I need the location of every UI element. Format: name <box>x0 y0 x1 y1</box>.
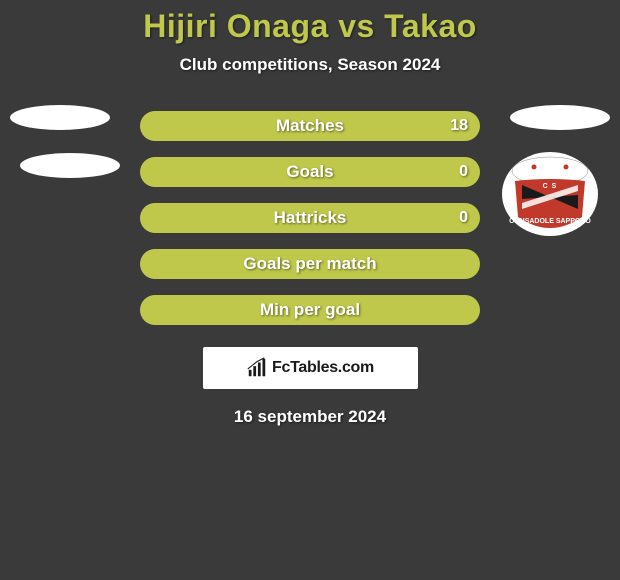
stat-bar-goals-per-match: Goals per match <box>140 249 480 279</box>
brand-link[interactable]: FcTables.com <box>203 347 418 389</box>
stat-right-value: 18 <box>450 111 468 141</box>
stat-label: Matches <box>140 111 480 141</box>
stats-area: CONSADOLE SAPPORO C S Matches 18 Goals 0 <box>0 103 620 333</box>
date-label: 16 september 2024 <box>0 407 620 427</box>
widget-root: Hijiri Onaga vs Takao Club competitions,… <box>0 0 620 580</box>
stat-right-value: 0 <box>459 203 468 233</box>
stat-bar-hattricks: Hattricks 0 <box>140 203 480 233</box>
stat-row: Min per goal <box>0 287 620 333</box>
stat-row: Goals 0 <box>0 149 620 195</box>
stat-bar-matches: Matches 18 <box>140 111 480 141</box>
stat-right-value: 0 <box>459 157 468 187</box>
subtitle: Club competitions, Season 2024 <box>0 55 620 75</box>
stat-label: Hattricks <box>140 203 480 233</box>
stat-bar-min-per-goal: Min per goal <box>140 295 480 325</box>
bar-chart-icon <box>246 357 268 379</box>
stat-label: Goals <box>140 157 480 187</box>
stat-bar-goals: Goals 0 <box>140 157 480 187</box>
stat-row: Matches 18 <box>0 103 620 149</box>
brand-text: FcTables.com <box>272 359 374 377</box>
stat-row: Goals per match <box>0 241 620 287</box>
stat-label: Goals per match <box>140 249 480 279</box>
stat-label: Min per goal <box>140 295 480 325</box>
page-title: Hijiri Onaga vs Takao <box>0 8 620 45</box>
stat-row: Hattricks 0 <box>0 195 620 241</box>
